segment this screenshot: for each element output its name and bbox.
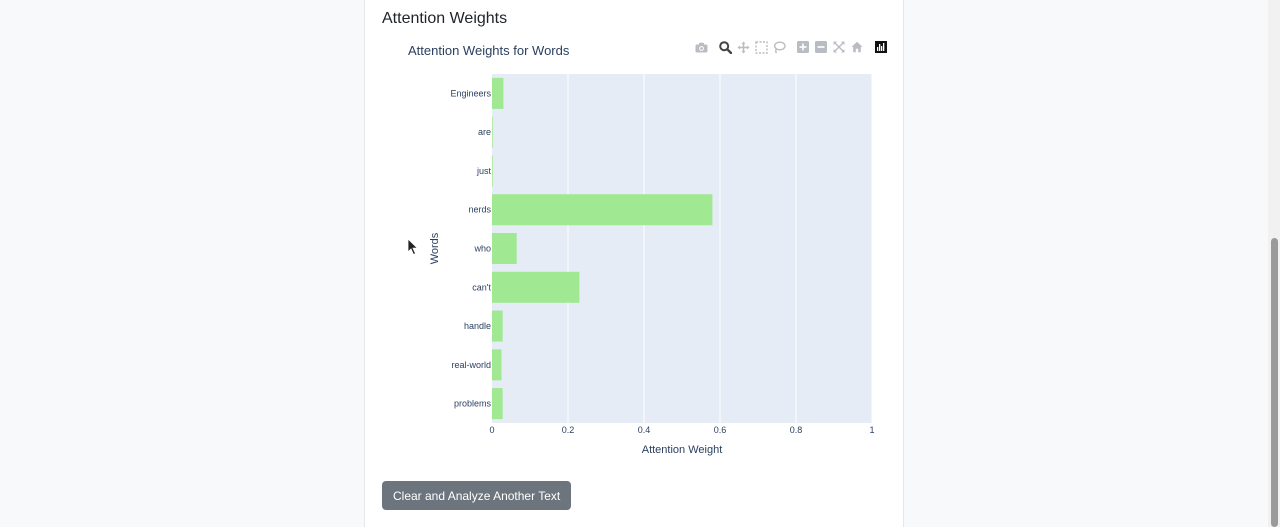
reset-axes-icon[interactable]: [848, 38, 866, 56]
x-tick-label: 0.4: [638, 425, 651, 435]
x-tick-label: 0.6: [714, 425, 727, 435]
section-title: Attention Weights: [382, 10, 508, 27]
scrollbar-thumb[interactable]: [1271, 238, 1278, 527]
pan-icon[interactable]: [734, 38, 752, 56]
bar-can-t[interactable]: [492, 271, 580, 303]
gridlines: [567, 74, 873, 423]
bar-just[interactable]: [492, 155, 493, 187]
camera-icon[interactable]: [692, 38, 710, 56]
mouse-cursor-icon: [407, 238, 419, 256]
chart-title: Attention Weights for Words: [408, 43, 570, 58]
bar-engineers[interactable]: [492, 77, 504, 109]
x-tick-label: 0.8: [790, 425, 803, 435]
plotly-logo-icon[interactable]: [872, 38, 890, 56]
x-tick-label: 1: [869, 425, 874, 435]
box-select-icon[interactable]: [752, 38, 770, 56]
bar-real-world[interactable]: [492, 349, 502, 381]
y-tick-label: handle: [464, 321, 491, 331]
zoom-in-icon[interactable]: [794, 38, 812, 56]
y-tick-label: nerds: [468, 205, 491, 215]
lasso-icon[interactable]: [770, 38, 788, 56]
y-axis-title: Words: [429, 232, 441, 264]
clear-analyze-button[interactable]: Clear and Analyze Another Text: [382, 481, 572, 510]
zoom-out-icon[interactable]: [812, 38, 830, 56]
x-tick-labels: 0 0.2 0.4 0.6 0.8 1: [489, 425, 874, 435]
y-tick-label: just: [476, 166, 492, 176]
x-tick-label: 0: [489, 425, 494, 435]
y-tick-label: problems: [454, 399, 492, 409]
x-axis-title: Attention Weight: [642, 444, 723, 456]
chart-modebar: [692, 38, 890, 56]
y-tick-label: are: [478, 127, 491, 137]
bar-nerds[interactable]: [492, 194, 713, 226]
y-tick-label: real-world: [451, 360, 491, 370]
y-tick-labels: Engineers are just nerds who can't handle real-…: [450, 88, 491, 408]
bar-problems[interactable]: [492, 388, 503, 420]
attention-bar-chart[interactable]: Engineers are just nerds who can't handle real-…: [0, 0, 1280, 470]
bar-who[interactable]: [492, 232, 517, 265]
autoscale-icon[interactable]: [830, 38, 848, 56]
x-tick-label: 0.2: [562, 425, 575, 435]
y-tick-label: can't: [472, 282, 491, 292]
bars: [492, 77, 713, 420]
y-tick-label: Engineers: [450, 88, 491, 98]
bar-handle[interactable]: [492, 310, 503, 342]
y-tick-label: who: [473, 244, 491, 254]
plot-area[interactable]: [492, 74, 872, 423]
zoom-icon[interactable]: [716, 38, 734, 56]
bar-are[interactable]: [492, 116, 493, 148]
